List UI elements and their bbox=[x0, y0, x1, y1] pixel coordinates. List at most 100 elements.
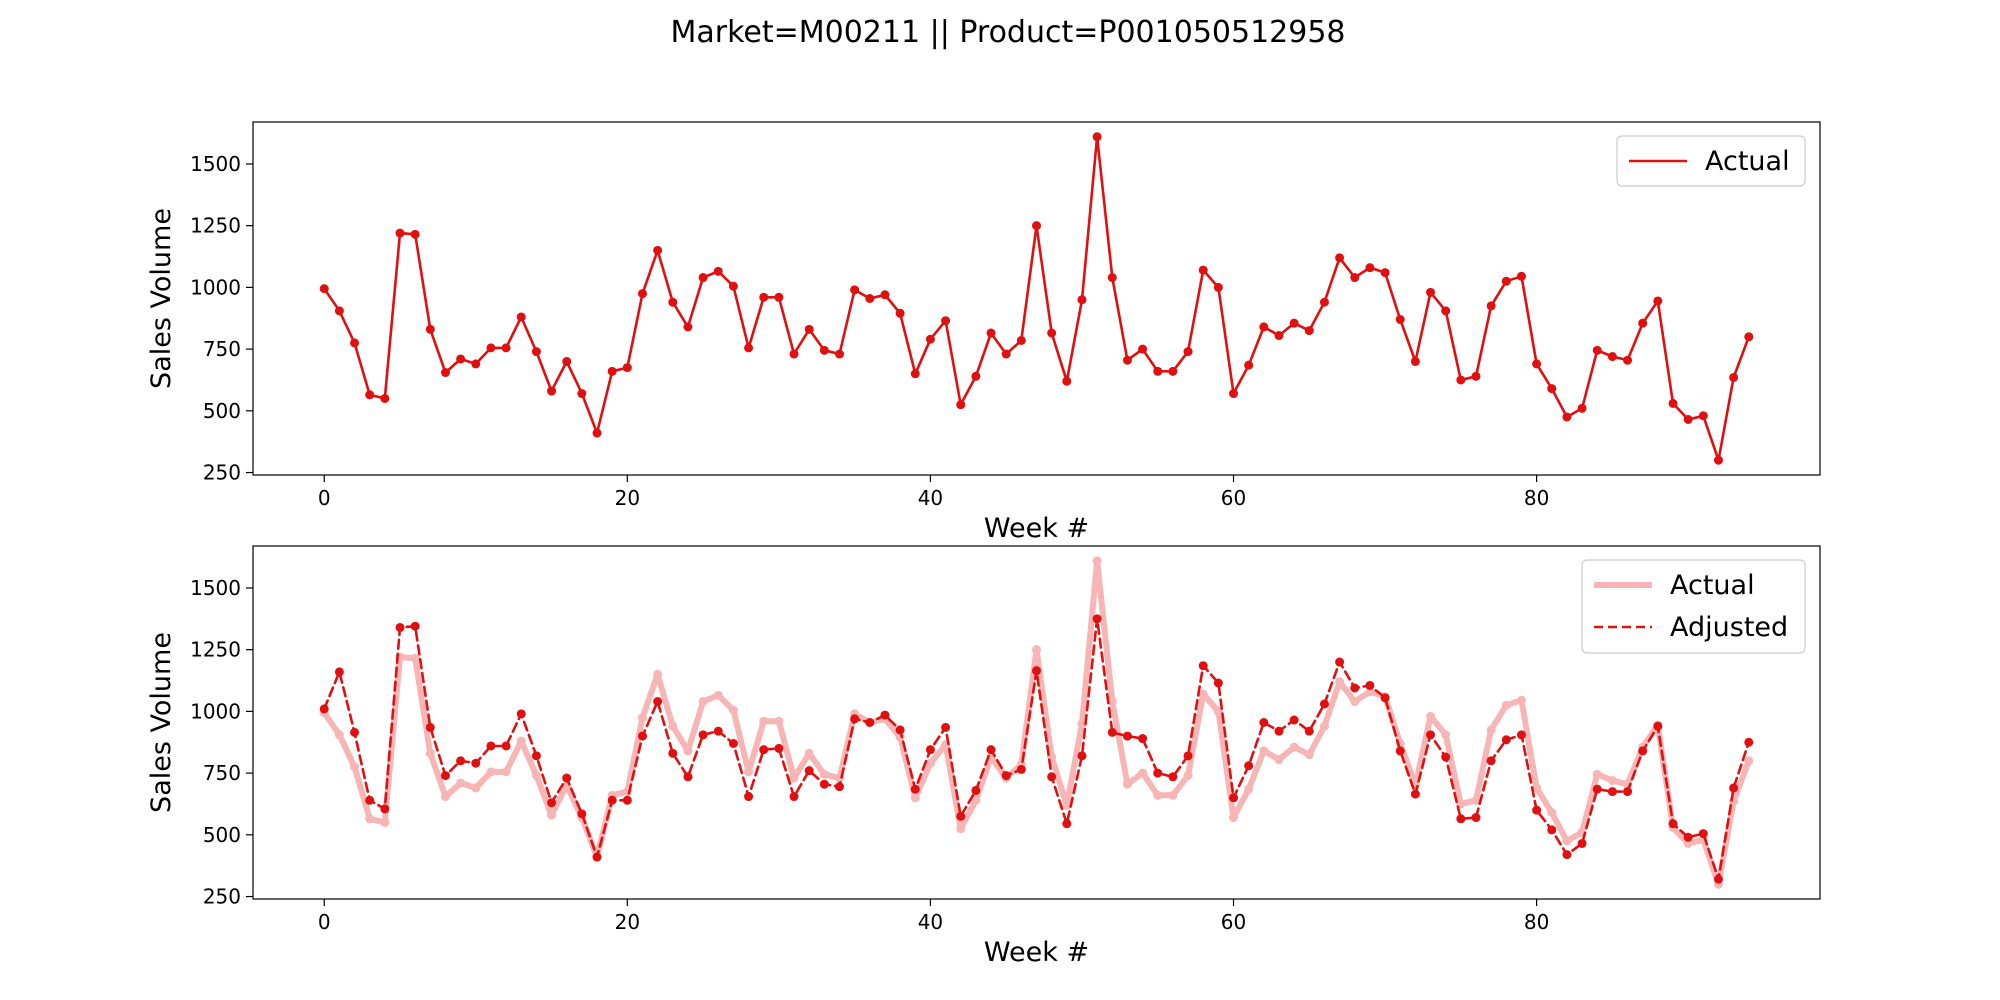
data-point-adjusted bbox=[501, 741, 511, 751]
data-point-adjusted bbox=[653, 697, 663, 707]
data-point-actual bbox=[1501, 276, 1511, 286]
bottom-chart-panel: 0 20 40 60 80 250 500 750 1000 1250 1500 Week # Sale… bbox=[146, 545, 1821, 968]
data-point-actual bbox=[971, 795, 981, 805]
data-point-actual bbox=[365, 814, 375, 824]
data-point-actual bbox=[607, 366, 617, 376]
data-point-adjusted bbox=[425, 722, 435, 732]
data-point-actual bbox=[941, 316, 951, 326]
data-point-actual bbox=[395, 228, 405, 238]
data-point-actual bbox=[789, 349, 799, 359]
data-point-actual bbox=[1350, 273, 1360, 283]
y-tick-label: 1500 bbox=[190, 576, 241, 600]
data-point-adjusted bbox=[1153, 768, 1163, 778]
data-point-actual bbox=[1486, 725, 1496, 735]
data-point-actual bbox=[713, 266, 723, 276]
data-point-actual bbox=[531, 771, 541, 781]
data-point-adjusted bbox=[1441, 752, 1451, 762]
x-tick-label: 20 bbox=[615, 486, 640, 510]
data-point-adjusted bbox=[1274, 726, 1284, 736]
data-point-actual bbox=[1274, 331, 1284, 341]
data-point-adjusted bbox=[1229, 793, 1239, 803]
data-point-actual bbox=[410, 229, 420, 239]
data-point-actual bbox=[1562, 836, 1572, 846]
y-tick-label: 1000 bbox=[190, 275, 241, 299]
data-point-actual bbox=[1092, 132, 1102, 142]
data-point-actual bbox=[547, 386, 557, 396]
data-point-actual bbox=[1683, 414, 1693, 424]
data-point-actual bbox=[925, 334, 935, 344]
data-point-adjusted bbox=[516, 709, 526, 719]
data-point-actual bbox=[1653, 296, 1663, 306]
data-point-actual bbox=[774, 716, 784, 726]
data-point-adjusted bbox=[395, 622, 405, 632]
data-point-adjusted bbox=[471, 758, 481, 768]
data-point-actual bbox=[1289, 742, 1299, 752]
data-point-actual bbox=[819, 769, 829, 779]
data-point-actual bbox=[910, 369, 920, 379]
x-tick-label: 60 bbox=[1221, 910, 1246, 934]
data-point-actual bbox=[471, 359, 481, 369]
data-point-adjusted bbox=[819, 779, 829, 789]
data-point-actual bbox=[1153, 790, 1163, 800]
data-point-actual bbox=[971, 371, 981, 381]
data-point-adjusted bbox=[1668, 819, 1678, 829]
data-point-actual bbox=[334, 306, 344, 316]
data-point-actual bbox=[1516, 695, 1526, 705]
data-point-adjusted bbox=[1289, 715, 1299, 725]
data-point-actual bbox=[1547, 808, 1557, 818]
data-point-actual bbox=[925, 758, 935, 768]
data-point-actual bbox=[1183, 347, 1193, 357]
x-tick-label: 0 bbox=[318, 486, 331, 510]
data-point-actual bbox=[1607, 776, 1617, 786]
data-point-adjusted bbox=[1259, 718, 1269, 727]
data-point-actual bbox=[577, 389, 587, 399]
data-point-actual bbox=[834, 349, 844, 359]
data-point-adjusted bbox=[1471, 813, 1481, 823]
x-tick-label: 40 bbox=[918, 910, 943, 934]
data-point-adjusted bbox=[486, 741, 496, 751]
data-point-adjusted bbox=[577, 809, 587, 819]
data-point-adjusted bbox=[971, 785, 981, 795]
data-point-adjusted bbox=[365, 795, 375, 805]
data-point-actual bbox=[653, 245, 663, 255]
data-point-adjusted bbox=[1607, 787, 1617, 797]
data-point-actual bbox=[425, 748, 435, 758]
data-point-actual bbox=[1304, 750, 1314, 760]
data-point-adjusted bbox=[1577, 838, 1587, 848]
data-point-actual bbox=[516, 736, 526, 746]
data-point-actual bbox=[1592, 769, 1602, 779]
y-tick-label: 1250 bbox=[190, 638, 241, 662]
data-point-actual bbox=[1638, 318, 1648, 328]
data-point-actual bbox=[592, 428, 602, 438]
data-point-adjusted bbox=[1395, 746, 1405, 756]
data-point-actual bbox=[880, 290, 890, 300]
data-point-actual bbox=[1062, 376, 1072, 386]
data-point-adjusted bbox=[440, 771, 450, 781]
data-point-adjusted bbox=[1122, 731, 1132, 741]
data-point-actual bbox=[1607, 352, 1617, 362]
data-point-actual bbox=[986, 328, 996, 338]
data-point-adjusted bbox=[1713, 874, 1723, 884]
x-axis-label: Week # bbox=[984, 513, 1089, 544]
data-point-actual bbox=[668, 721, 678, 731]
data-point-actual bbox=[1092, 556, 1102, 566]
data-point-actual bbox=[653, 669, 663, 679]
data-point-actual bbox=[1426, 711, 1436, 721]
data-point-actual bbox=[547, 810, 557, 820]
data-point-actual bbox=[804, 324, 814, 334]
x-axis-label: Week # bbox=[984, 937, 1089, 968]
data-point-adjusted bbox=[1623, 787, 1633, 797]
data-point-adjusted bbox=[1092, 614, 1102, 624]
data-point-adjusted bbox=[456, 756, 466, 766]
y-tick-label: 250 bbox=[203, 885, 241, 909]
y-axis-label: Sales Volume bbox=[146, 632, 177, 813]
data-point-adjusted bbox=[607, 795, 617, 805]
data-point-adjusted bbox=[1304, 726, 1314, 736]
data-point-actual bbox=[1426, 287, 1436, 297]
data-point-actual bbox=[1032, 221, 1041, 231]
data-point-actual bbox=[1229, 389, 1239, 399]
data-point-actual bbox=[1304, 326, 1314, 336]
data-point-actual bbox=[1532, 359, 1542, 369]
data-point-actual bbox=[956, 400, 966, 410]
data-point-actual bbox=[1107, 273, 1117, 283]
